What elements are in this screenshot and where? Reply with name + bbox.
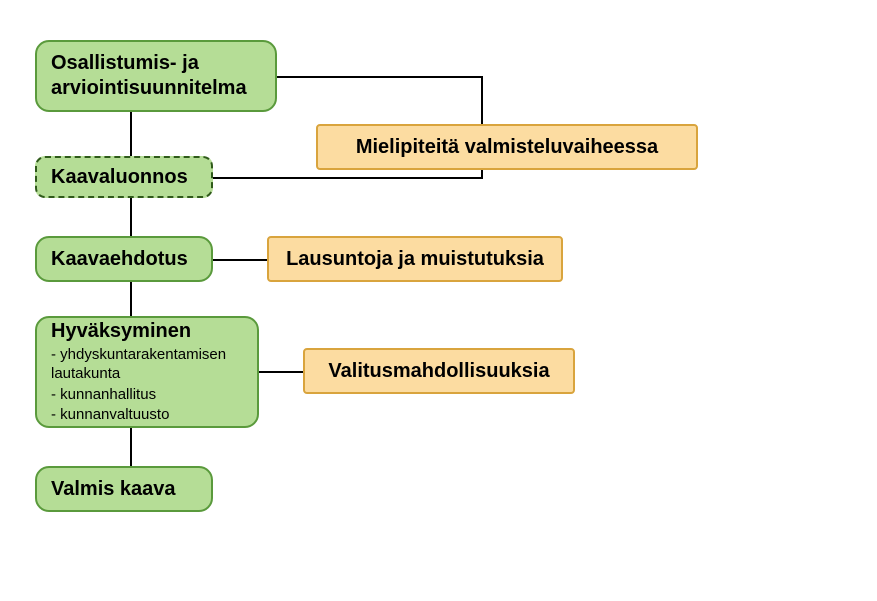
- node-hyvaksyminen-sub2: lautakunta: [51, 365, 243, 384]
- edge-n4-n5: [130, 428, 132, 466]
- edge-n2-n3: [130, 198, 132, 236]
- node-osallistumis-title: Osallistumis- ja arviointisuunnitelma: [51, 51, 261, 101]
- node-hyvaksyminen: Hyväksyminen - yhdyskuntarakentamisen la…: [35, 316, 259, 428]
- node-kaavaehdotus: Kaavaehdotus: [35, 236, 213, 282]
- node-mielipiteita: Mielipiteitä valmisteluvaiheessa: [316, 124, 698, 170]
- edge-n1-o1-h: [277, 76, 483, 78]
- node-hyvaksyminen-title: Hyväksyminen: [51, 319, 243, 344]
- edge-n1-o1-v: [481, 76, 483, 124]
- node-hyvaksyminen-sub3: - kunnanhallitus: [51, 386, 243, 405]
- node-valmis-kaava-title: Valmis kaava: [51, 477, 197, 502]
- node-valitusmahdollisuuksia: Valitusmahdollisuuksia: [303, 348, 575, 394]
- node-lausuntoja: Lausuntoja ja muistutuksia: [267, 236, 563, 282]
- node-mielipiteita-title: Mielipiteitä valmisteluvaiheessa: [334, 135, 680, 160]
- node-valmis-kaava: Valmis kaava: [35, 466, 213, 512]
- node-kaavaehdotus-title: Kaavaehdotus: [51, 247, 197, 272]
- flowchart-canvas: Osallistumis- ja arviointisuunnitelma Ka…: [0, 0, 877, 601]
- edge-n2-o1-v: [481, 170, 483, 179]
- edge-n1-n2: [130, 112, 132, 156]
- node-lausuntoja-title: Lausuntoja ja muistutuksia: [285, 247, 545, 272]
- edge-n3-n4: [130, 282, 132, 316]
- edge-n3-o2: [213, 259, 267, 261]
- edge-n2-o1-h: [213, 177, 483, 179]
- node-osallistumis: Osallistumis- ja arviointisuunnitelma: [35, 40, 277, 112]
- node-hyvaksyminen-sub1: - yhdyskuntarakentamisen: [51, 346, 243, 365]
- node-kaavaluonnos: Kaavaluonnos: [35, 156, 213, 198]
- node-hyvaksyminen-sub4: - kunnanvaltuusto: [51, 406, 243, 425]
- node-valitusmahdollisuuksia-title: Valitusmahdollisuuksia: [321, 359, 557, 384]
- node-kaavaluonnos-title: Kaavaluonnos: [51, 165, 197, 190]
- edge-n4-o3: [259, 371, 303, 373]
